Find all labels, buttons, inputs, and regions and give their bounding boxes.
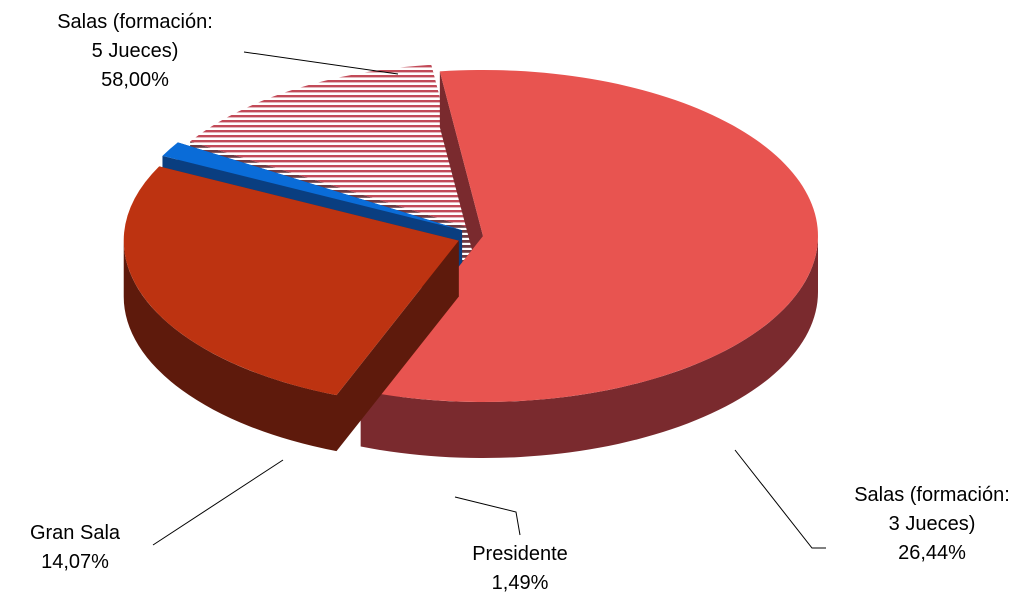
slice-presidente — [162, 142, 463, 231]
leader-line-salas-5 — [243, 51, 399, 75]
slice-salas-3-jueces — [123, 166, 459, 396]
leader-line-salas-3 — [734, 449, 826, 549]
label-salas-3-value: 26,44% — [898, 542, 966, 564]
slice-wall-start-salas-5-jueces — [439, 71, 483, 292]
label-presidente-value: 1,49% — [492, 572, 549, 594]
slice-wall-start-salas-3-jueces — [336, 240, 459, 452]
slice-salas-5-jueces — [360, 69, 818, 402]
pie-slices — [123, 64, 818, 459]
label-salas-5-value: 58,00% — [101, 69, 169, 91]
leader-line-presidente — [454, 496, 521, 536]
label-salas-5-line2: 5 Jueces) — [92, 40, 179, 62]
label-salas-5-line1: Salas (formación: — [57, 11, 213, 33]
label-salas-3-line1: Salas (formación: — [854, 484, 1010, 506]
label-gran-sala-value: 14,07% — [41, 551, 109, 573]
leader-line-gran-sala — [152, 459, 284, 546]
label-gran-sala-name: Gran Sala — [30, 522, 121, 544]
slice-side-salas-5-jueces — [360, 236, 818, 459]
label-presidente-name: Presidente — [472, 543, 568, 565]
label-salas-3-line2: 3 Jueces) — [889, 513, 976, 535]
slice-side-salas-3-jueces — [123, 240, 337, 452]
slice-gran-sala — [190, 64, 475, 230]
